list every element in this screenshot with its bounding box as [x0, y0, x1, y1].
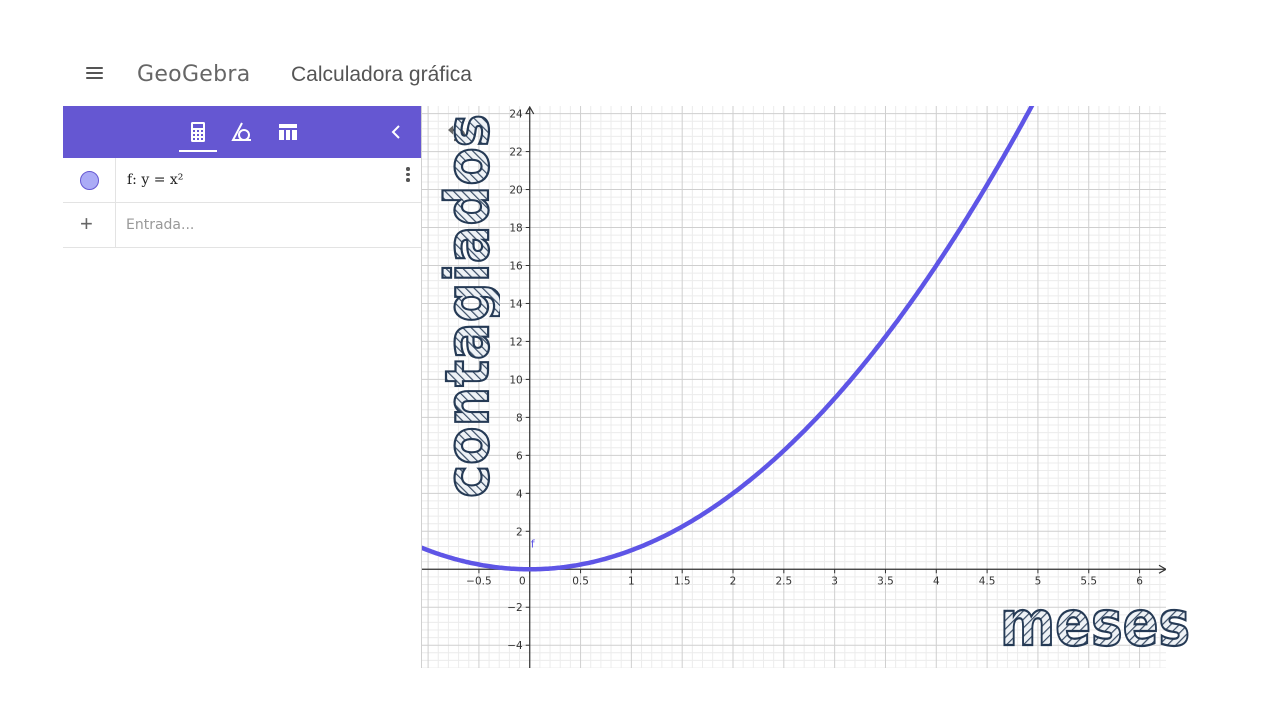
y-tick-label: 2: [516, 526, 523, 538]
y-tick-label: 14: [509, 298, 523, 310]
y-tick-label: −2: [507, 602, 522, 614]
algebra-item-f[interactable]: f: y = x²: [63, 158, 421, 203]
x-tick-label: −0.5: [466, 575, 492, 587]
y-tick-label: 10: [509, 374, 522, 386]
x-tick-label: 6: [1136, 575, 1143, 587]
x-tick-label: 2.5: [775, 575, 792, 587]
x-tick-label: 0: [519, 575, 526, 587]
y-tick-label: 8: [516, 412, 523, 424]
y-axis-overlay-label: contagiados: [432, 113, 500, 499]
algebra-panel: f: y = x² +: [63, 106, 421, 668]
x-tick-label: 4.5: [979, 575, 996, 587]
plus-icon[interactable]: +: [80, 211, 93, 236]
table-icon[interactable]: [276, 120, 300, 144]
x-tick-label: 3: [831, 575, 838, 587]
x-tick-label: 0.5: [572, 575, 589, 587]
panel-toolbar: [63, 106, 421, 158]
y-tick-label: 20: [509, 185, 522, 197]
expression-text[interactable]: f: y = x²: [127, 172, 184, 188]
app-header: GeoGebra Calculadora gráfica: [60, 50, 1170, 100]
y-tick-label: 22: [509, 147, 522, 159]
graph-canvas[interactable]: −0.5 0 0.5 1 1.5 2 2.5 3 3.5 4 4.5 5 5.5 6−4−22468101…: [422, 106, 1166, 668]
item-gutter: [63, 158, 116, 202]
more-options-icon[interactable]: [403, 165, 413, 183]
y-tick-label: 24: [509, 109, 523, 121]
x-tick-label: 5.5: [1080, 575, 1097, 587]
x-tick-label: 5: [1035, 575, 1042, 587]
calculator-icon[interactable]: [179, 120, 217, 152]
input-row: +: [63, 203, 421, 248]
y-tick-label: 4: [516, 488, 523, 500]
function-f-curve[interactable]: [422, 106, 1036, 572]
undo-icon[interactable]: [446, 124, 468, 144]
y-tick-label: 18: [509, 223, 522, 235]
x-axis-word: meses: [1000, 595, 1190, 657]
graphics-view[interactable]: −0.5 0 0.5 1 1.5 2 2.5 3 3.5 4 4.5 5 5.5 6 −4 −2 2 4 6 8 10 1…: [421, 106, 1166, 668]
geogebra-logo: GeoGebra: [137, 62, 251, 87]
x-axis-overlay-label: meses: [999, 595, 1191, 657]
y-tick-label: 12: [509, 336, 522, 348]
geometry-tools-icon[interactable]: [230, 120, 254, 144]
input-bar[interactable]: [126, 214, 406, 236]
x-tick-label: 3.5: [877, 575, 894, 587]
x-tick-label: 4: [933, 575, 940, 587]
y-axis-arrow: [525, 106, 535, 115]
y-tick-label: 6: [516, 450, 523, 462]
x-axis-arrow: [1158, 564, 1166, 574]
minor-grid: [422, 106, 1166, 668]
function-f-label: f: [531, 537, 536, 550]
input-gutter: +: [63, 203, 116, 247]
x-tick-label: 2: [730, 575, 737, 587]
y-tick-label: 16: [509, 260, 523, 272]
visibility-toggle-dot[interactable]: [80, 171, 99, 190]
tick-labels: −0.5 0 0.5 1 1.5 2 2.5 3 3.5 4 4.5 5 5.5 6−4−22468101…: [466, 109, 1143, 653]
y-axis-word: contagiados: [433, 114, 500, 498]
x-tick-label: 1.5: [674, 575, 691, 587]
hamburger-menu-icon[interactable]: [86, 64, 110, 86]
major-grid: [422, 106, 1166, 668]
app-title: Calculadora gráfica: [291, 63, 472, 86]
y-tick-label: −4: [507, 640, 523, 652]
chevron-left-icon[interactable]: [387, 120, 405, 144]
x-tick-label: 1: [628, 575, 635, 587]
